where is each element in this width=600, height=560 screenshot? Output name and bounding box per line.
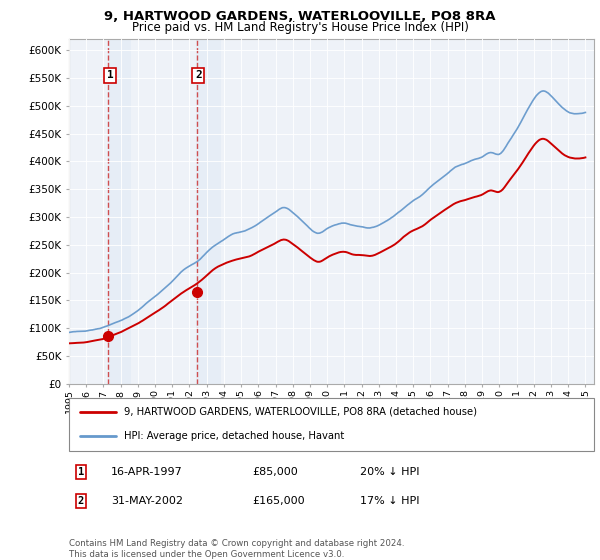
Text: £85,000: £85,000 bbox=[252, 467, 298, 477]
Text: 1: 1 bbox=[107, 71, 113, 81]
Text: 17% ↓ HPI: 17% ↓ HPI bbox=[360, 496, 419, 506]
Text: 16-APR-1997: 16-APR-1997 bbox=[111, 467, 183, 477]
Text: £165,000: £165,000 bbox=[252, 496, 305, 506]
Text: HPI: Average price, detached house, Havant: HPI: Average price, detached house, Hava… bbox=[124, 431, 344, 441]
Text: 2: 2 bbox=[195, 71, 202, 81]
Text: Price paid vs. HM Land Registry's House Price Index (HPI): Price paid vs. HM Land Registry's House … bbox=[131, 21, 469, 34]
Bar bbox=[196, 39, 221, 384]
Bar bbox=[107, 39, 131, 384]
Text: 20% ↓ HPI: 20% ↓ HPI bbox=[360, 467, 419, 477]
Text: 9, HARTWOOD GARDENS, WATERLOOVILLE, PO8 8RA (detached house): 9, HARTWOOD GARDENS, WATERLOOVILLE, PO8 … bbox=[124, 407, 477, 417]
Text: 9, HARTWOOD GARDENS, WATERLOOVILLE, PO8 8RA: 9, HARTWOOD GARDENS, WATERLOOVILLE, PO8 … bbox=[104, 10, 496, 23]
Text: 1: 1 bbox=[78, 467, 84, 477]
Text: 31-MAY-2002: 31-MAY-2002 bbox=[111, 496, 183, 506]
FancyBboxPatch shape bbox=[69, 398, 594, 451]
Text: 2: 2 bbox=[78, 496, 84, 506]
Text: Contains HM Land Registry data © Crown copyright and database right 2024.
This d: Contains HM Land Registry data © Crown c… bbox=[69, 539, 404, 559]
